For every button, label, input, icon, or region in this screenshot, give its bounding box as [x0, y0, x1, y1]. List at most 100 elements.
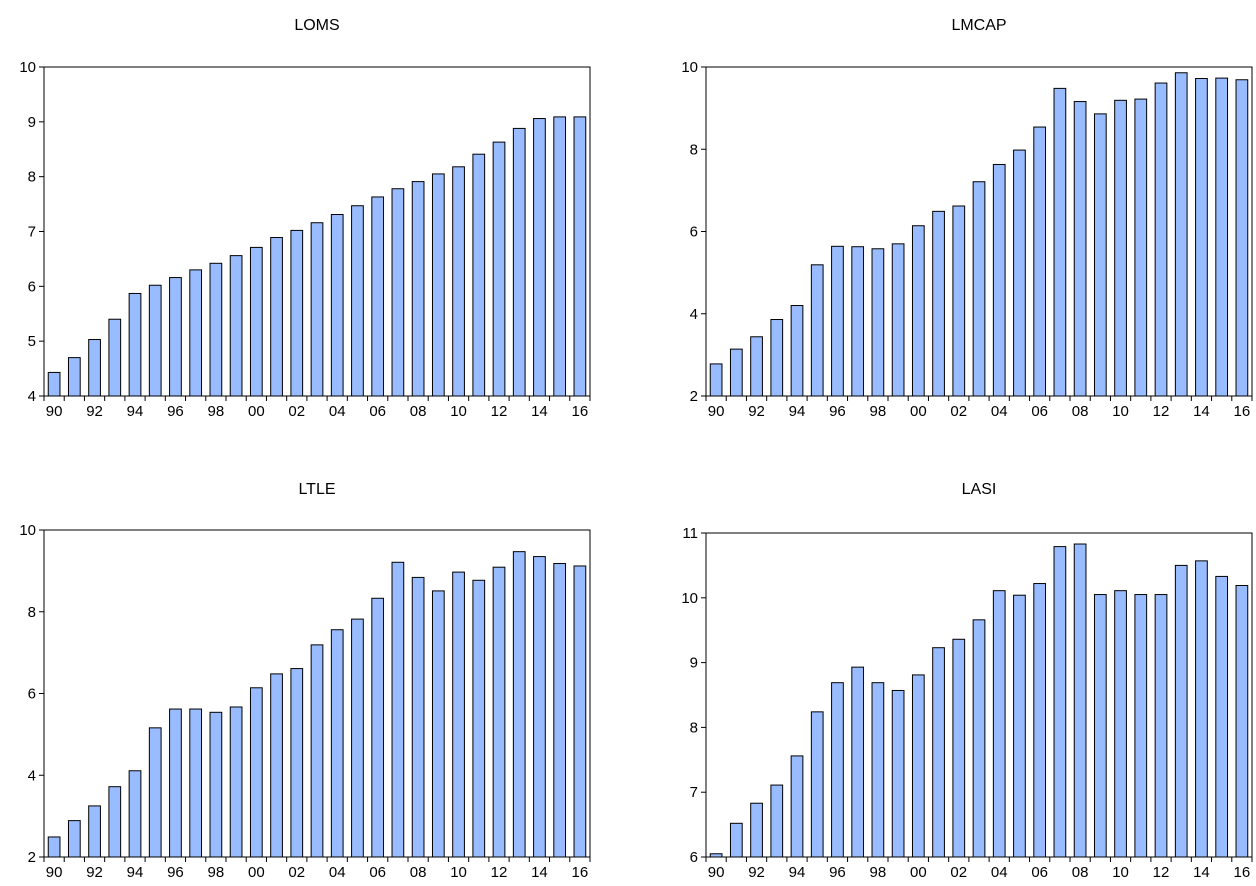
- x-tick-label: 00: [910, 403, 927, 420]
- x-tick-label: 10: [1112, 403, 1129, 420]
- y-tick-label: 9: [28, 114, 36, 131]
- y-tick-label: 10: [19, 59, 36, 76]
- x-tick-label: 02: [288, 864, 305, 881]
- bar-1991: [67, 357, 81, 397]
- y-tick-label: 6: [28, 686, 36, 703]
- bar-2016: [1235, 584, 1249, 858]
- bar-2003: [972, 181, 986, 397]
- bar-2008: [1073, 543, 1087, 858]
- x-tick-label: 00: [248, 864, 265, 881]
- x-tick-label: 12: [1153, 403, 1170, 420]
- x-tick-label: 12: [491, 864, 508, 881]
- bar-2000: [911, 674, 925, 858]
- bar-2006: [371, 597, 385, 858]
- bar-1999: [229, 706, 243, 858]
- bar-2014: [1195, 78, 1208, 397]
- panel-lmcap: LMCAP 2 4 6 8 10 90 92 94 96 98 00 02 04 06 08 10 12 14 16: [681, 17, 1253, 420]
- y-tick-label: 11: [682, 525, 698, 542]
- x-tick-label: 08: [410, 403, 427, 420]
- x-tick-label: 02: [288, 403, 305, 420]
- bar-1995: [810, 264, 824, 397]
- bar-2009: [431, 173, 445, 397]
- bar-2009: [1093, 594, 1107, 858]
- bar-2002: [290, 668, 304, 858]
- bar-1992: [750, 336, 763, 397]
- x-tick-label: 94: [127, 403, 144, 420]
- bar-2013: [1174, 72, 1188, 397]
- x-tick-label: 10: [1112, 864, 1129, 881]
- x-tick-label: 02: [950, 403, 967, 420]
- bar-2012: [492, 566, 506, 858]
- bar-1992: [88, 805, 101, 858]
- x-tick-label: 14: [1193, 403, 1210, 420]
- bar-1999: [891, 689, 905, 858]
- bar-2009: [1093, 113, 1107, 397]
- y-tick-label: 8: [28, 604, 36, 621]
- bar-1991: [67, 820, 81, 858]
- bar-1991: [729, 822, 743, 858]
- panel-title: LASI: [962, 481, 997, 498]
- bar-2014: [1195, 560, 1208, 858]
- x-tick-label: 98: [870, 864, 887, 881]
- x-tick-label: 04: [329, 403, 346, 420]
- bar-2007: [391, 561, 405, 858]
- bar-1995: [148, 727, 162, 858]
- bar-2006: [1033, 583, 1047, 858]
- panel-lasi: LASI 6 7 8 9 10 11 90 92 94 96 98 00 02 04 06 08 10 12 14 16: [681, 481, 1253, 881]
- bar-2005: [1013, 149, 1026, 397]
- y-tick-label: 10: [19, 522, 36, 539]
- x-tick-label: 12: [491, 403, 508, 420]
- bar-1990: [47, 836, 61, 858]
- x-tick-label: 08: [1072, 864, 1089, 881]
- y-tick-label: 7: [28, 224, 36, 241]
- panel-loms: LOMS 4 5 6 7 8 9 10 90 92 94 96 98 00 02 04 06 08 10 12 14 16: [19, 17, 591, 420]
- x-tick-label: 14: [1193, 864, 1210, 881]
- bar-1996: [831, 682, 844, 858]
- bar-1997: [851, 666, 865, 858]
- bar-2001: [270, 673, 283, 858]
- x-tick-label: 06: [369, 864, 386, 881]
- bar-2001: [932, 210, 945, 397]
- bar-2001: [932, 647, 945, 858]
- x-tick-label: 96: [829, 403, 846, 420]
- bar-1998: [871, 682, 885, 858]
- x-tick-label: 04: [329, 864, 346, 881]
- bar-2013: [512, 551, 526, 858]
- x-tick-label: 06: [369, 403, 386, 420]
- bar-1993: [108, 318, 122, 397]
- x-tick-label: 04: [991, 403, 1008, 420]
- bar-1992: [750, 802, 763, 858]
- bar-1998: [209, 711, 223, 858]
- x-tick-label: 94: [789, 403, 806, 420]
- bar-1993: [770, 319, 784, 397]
- bar-2003: [310, 222, 324, 397]
- x-tick-label: 92: [86, 864, 103, 881]
- bar-1994: [128, 292, 142, 397]
- x-tick-label: 92: [748, 864, 765, 881]
- bar-2014: [533, 556, 546, 858]
- bar-1993: [108, 786, 122, 858]
- bar-2006: [1033, 126, 1047, 397]
- bar-2011: [1134, 98, 1148, 397]
- bar-2007: [391, 188, 405, 397]
- bar-2011: [472, 153, 486, 397]
- y-tick-label: 10: [681, 59, 698, 76]
- bar-2004: [330, 214, 344, 397]
- bar-2016: [573, 116, 587, 397]
- bar-2012: [1154, 82, 1168, 397]
- x-tick-label: 08: [410, 864, 427, 881]
- bar-1996: [169, 277, 182, 397]
- bar-1992: [88, 339, 101, 397]
- bar-2015: [553, 116, 567, 397]
- bar-2015: [1215, 575, 1229, 858]
- x-tick-label: 96: [829, 864, 846, 881]
- bar-1997: [189, 269, 203, 397]
- bar-2009: [431, 590, 445, 858]
- bar-2013: [512, 127, 526, 397]
- bar-2000: [911, 225, 925, 397]
- bar-2002: [952, 205, 966, 397]
- bar-2016: [573, 565, 587, 858]
- bar-2015: [553, 563, 567, 858]
- bar-1991: [729, 348, 743, 397]
